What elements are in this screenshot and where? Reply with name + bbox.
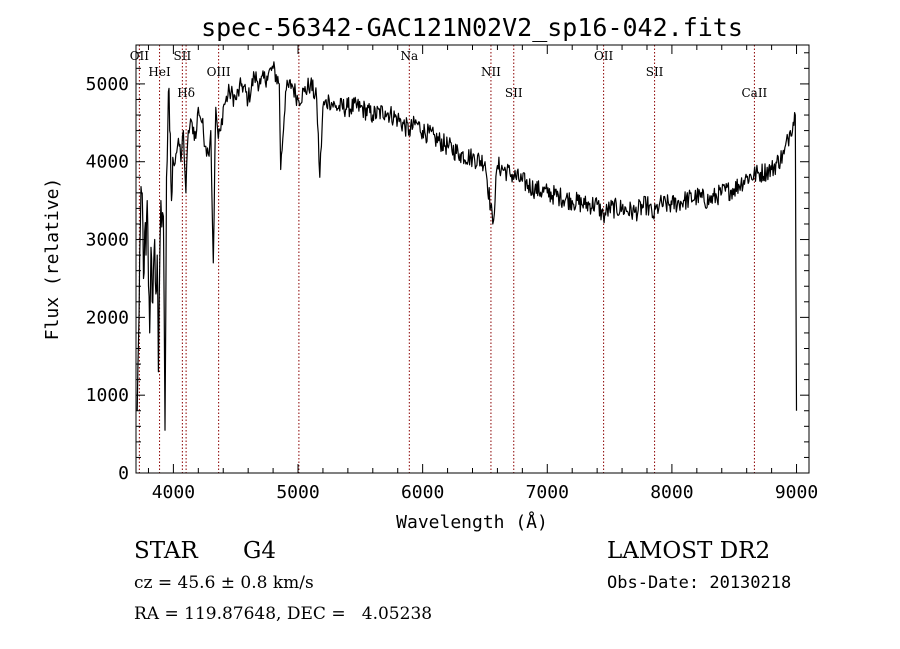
emission-line-label: OII <box>594 49 614 63</box>
redshift-text: cz = 45.6 ± 0.8 km/s <box>134 573 314 593</box>
y-tick-label: 4000 <box>86 152 129 173</box>
x-tick-label: 7000 <box>526 482 569 503</box>
emission-line-label: SII <box>505 86 523 100</box>
x-tick-label: 8000 <box>650 482 693 503</box>
x-axis-ticks: 4000 5000 6000 7000 8000 9000 <box>147 45 818 503</box>
y-tick-label: 1000 <box>86 385 129 406</box>
emission-line-label: OIII <box>207 65 231 79</box>
spectrum-line <box>136 61 798 431</box>
emission-line-labels: OII HeI Hδ SII OIII Na NII SII OII SII CaII <box>130 49 768 100</box>
coordinates-text: RA = 119.87648, DEC = 4.05238 <box>134 604 433 624</box>
emission-line-label: NII <box>481 65 501 79</box>
y-tick-label: 3000 <box>86 230 129 251</box>
plot-frame <box>135 44 810 474</box>
emission-line-label: Hδ <box>177 86 195 100</box>
y-axis-ticks: 0 1000 2000 3000 4000 5000 <box>86 52 809 484</box>
object-subclass: G4 <box>243 538 277 564</box>
obs-date-text: Obs-Date: 20130218 <box>607 573 792 593</box>
y-tick-label: 5000 <box>86 74 129 95</box>
emission-line-label: HeI <box>148 65 171 79</box>
emission-line-label: SII <box>646 65 664 79</box>
y-axis-label: Flux (relative) <box>42 178 63 341</box>
y-tick-label: 0 <box>118 463 129 484</box>
x-tick-label: 6000 <box>401 482 444 503</box>
x-tick-label: 9000 <box>775 482 818 503</box>
emission-line-label: SII <box>174 49 192 63</box>
emission-line-markers <box>138 45 755 473</box>
emission-line-label: OII <box>130 49 150 63</box>
survey-name: LAMOST DR2 <box>607 538 771 564</box>
x-tick-label: 5000 <box>276 482 319 503</box>
emission-line-label: Na <box>400 49 418 63</box>
x-axis-label: Wavelength (Å) <box>396 511 548 533</box>
chart-title: spec-56342-GAC121N02V2_sp16-042.fits <box>201 13 743 42</box>
object-class: STAR <box>134 538 198 564</box>
x-tick-label: 4000 <box>152 482 195 503</box>
y-tick-label: 2000 <box>86 307 129 328</box>
emission-line-label: CaII <box>741 86 767 100</box>
